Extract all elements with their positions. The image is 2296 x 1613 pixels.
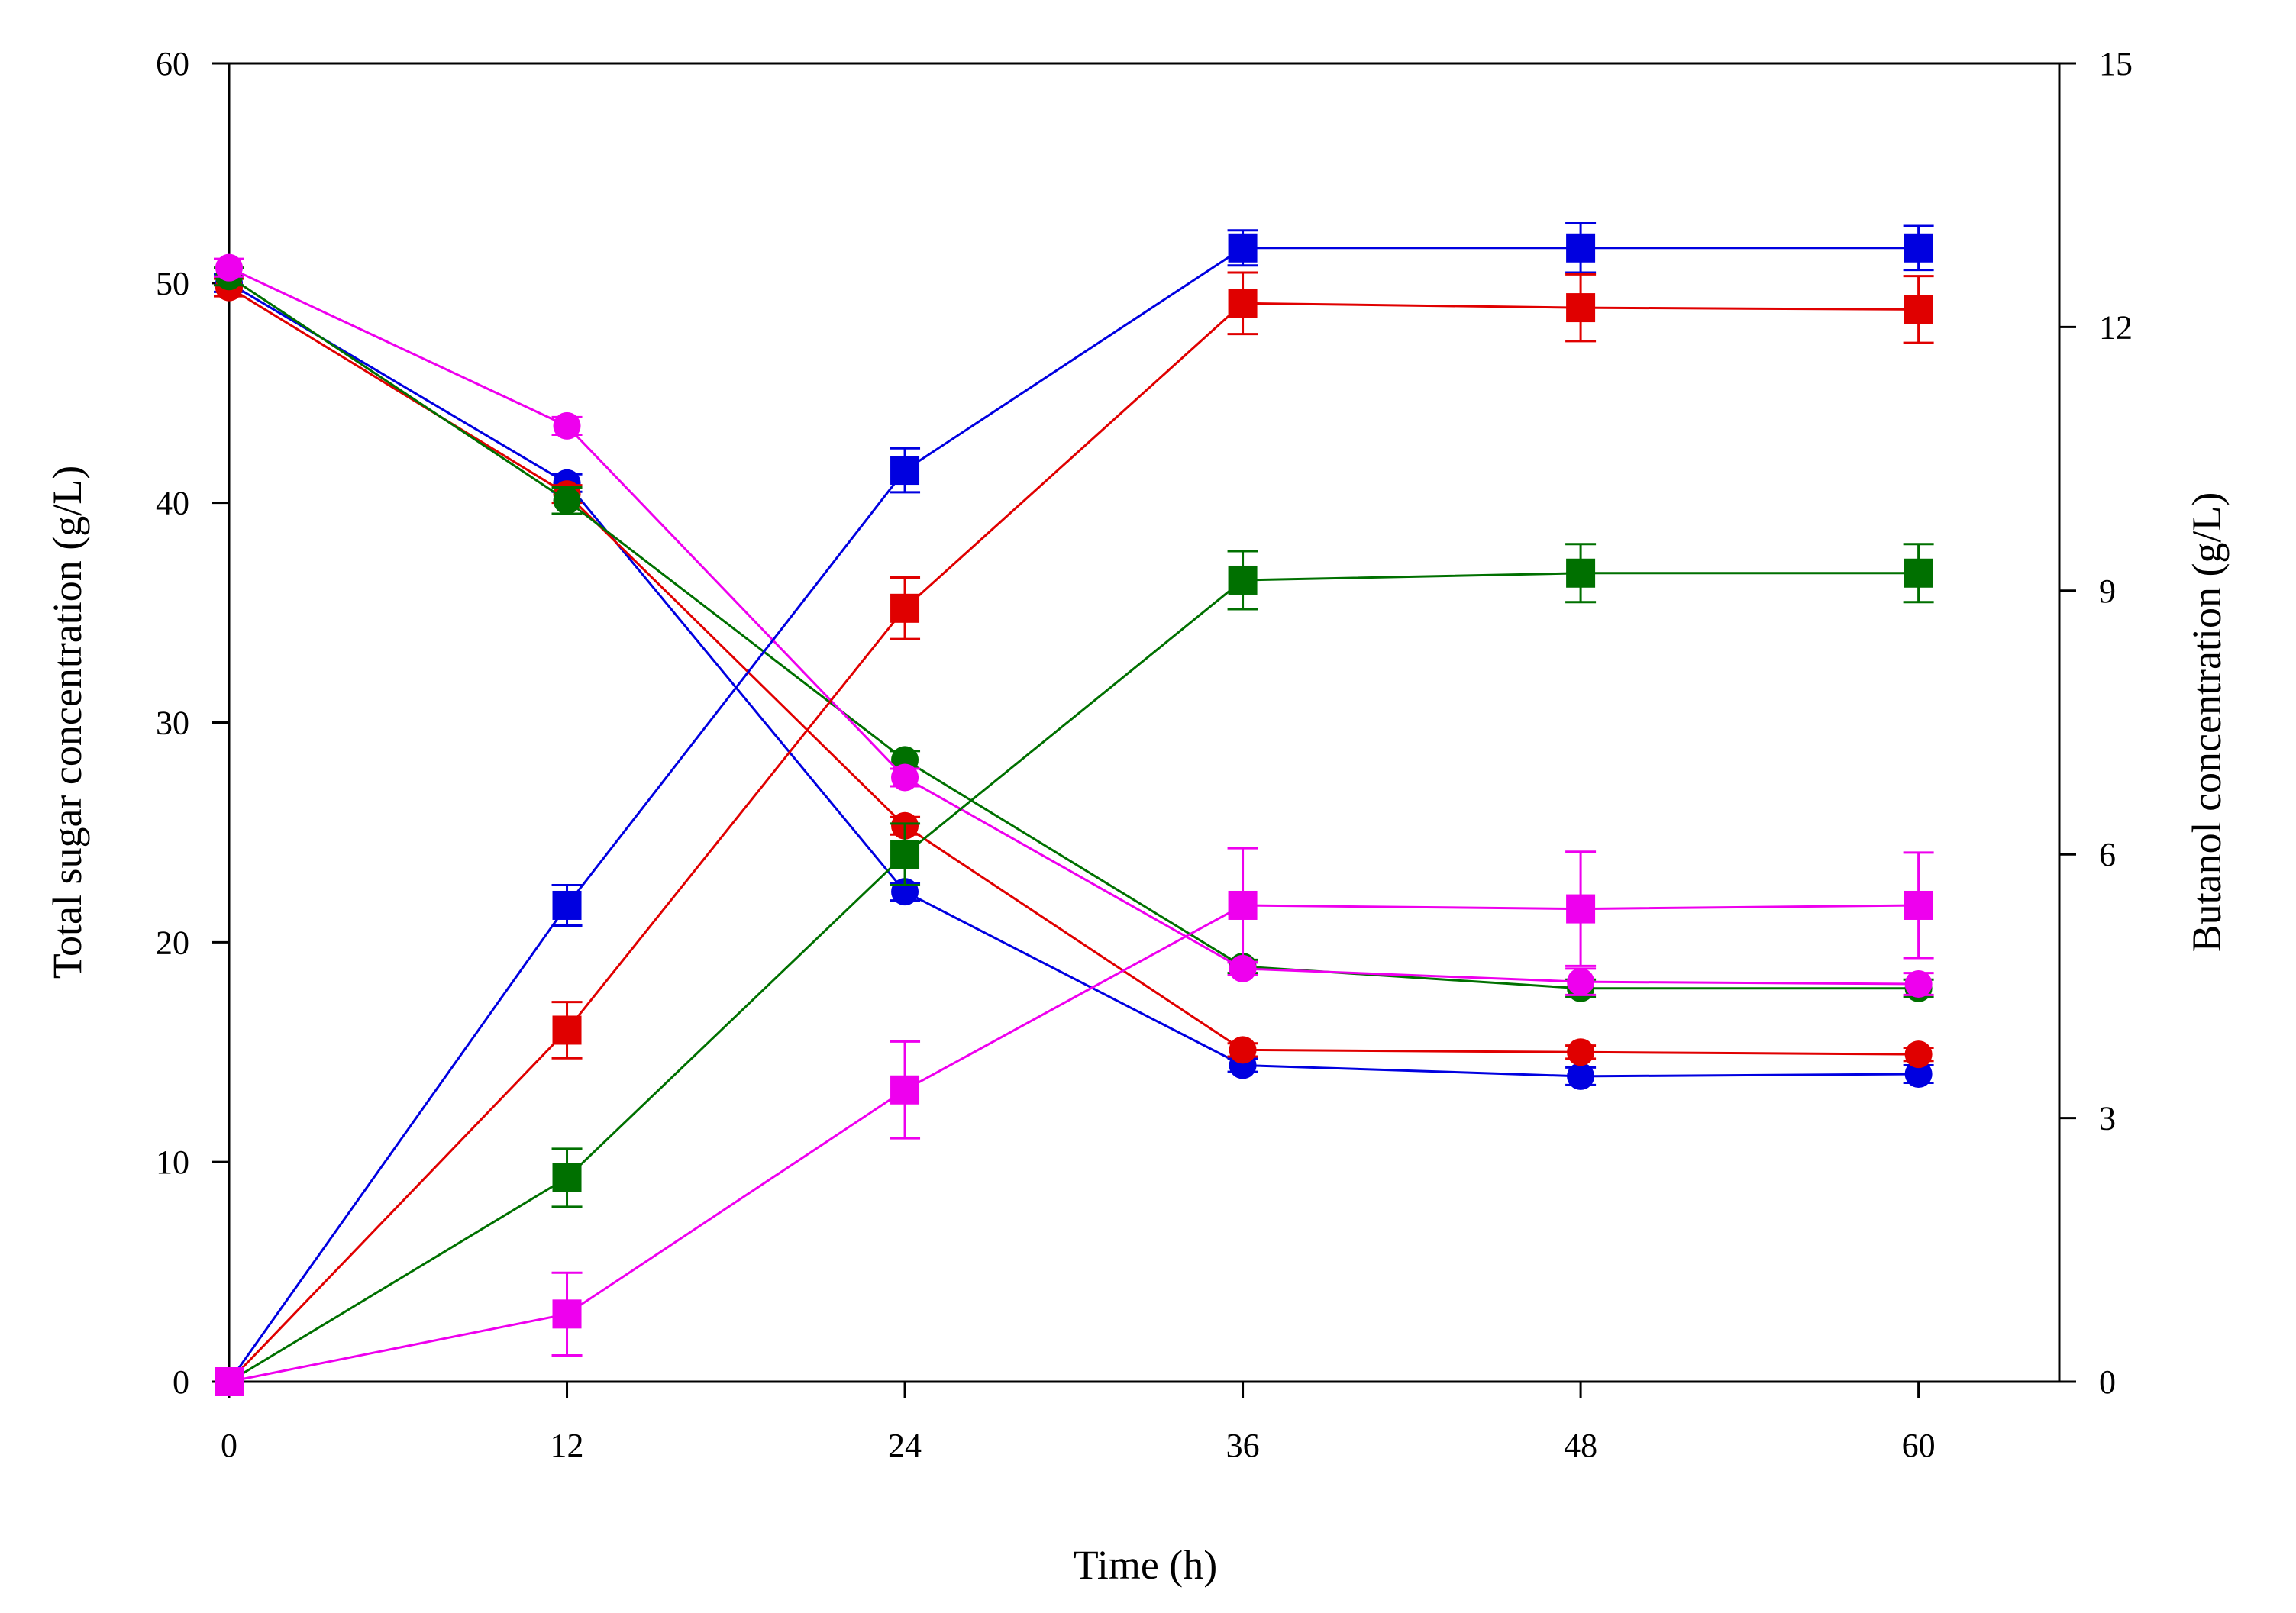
left-tick-label: 0 bbox=[173, 1363, 189, 1401]
right-tick-label: 15 bbox=[2099, 45, 2133, 82]
data-point-circle bbox=[1567, 1038, 1595, 1066]
left-tick-label: 10 bbox=[156, 1144, 189, 1181]
series-6 bbox=[215, 543, 1934, 1396]
data-point-circle bbox=[1904, 970, 1933, 998]
data-point-circle bbox=[215, 253, 243, 282]
x-tick-label: 60 bbox=[1902, 1427, 1936, 1464]
data-point-square bbox=[552, 1015, 582, 1045]
data-point-square bbox=[552, 1163, 582, 1192]
series-5 bbox=[215, 271, 1934, 1396]
data-point-square bbox=[890, 456, 920, 486]
data-point-circle bbox=[891, 763, 919, 792]
plot-frame bbox=[228, 62, 2061, 1383]
data-point-square bbox=[1228, 289, 1258, 318]
series-line bbox=[228, 286, 1919, 1056]
left-tick-label: 50 bbox=[156, 265, 189, 302]
data-point-circle bbox=[553, 411, 581, 440]
x-tick-label: 48 bbox=[1564, 1427, 1597, 1464]
data-point-square bbox=[1904, 558, 1933, 588]
data-point-square bbox=[890, 1075, 920, 1105]
data-point-circle bbox=[1229, 1036, 1257, 1064]
data-point-square bbox=[552, 890, 582, 920]
x-axis-title: Time (h) bbox=[1074, 1542, 1218, 1588]
data-point-square bbox=[1904, 233, 1933, 263]
series-line bbox=[228, 302, 1919, 1383]
data-point-square bbox=[1566, 558, 1596, 588]
right-tick-label: 0 bbox=[2099, 1363, 2116, 1401]
data-point-square bbox=[1228, 233, 1258, 263]
left-tick-label: 60 bbox=[156, 45, 189, 82]
data-point-square bbox=[1904, 890, 1933, 920]
series-line bbox=[228, 572, 1919, 1383]
data-point-circle bbox=[1567, 968, 1595, 996]
series-7 bbox=[215, 847, 1934, 1396]
series-line bbox=[228, 247, 1919, 1382]
data-point-circle bbox=[553, 486, 581, 515]
data-point-circle bbox=[1904, 1040, 1933, 1069]
series-2 bbox=[214, 263, 1934, 1002]
series-line bbox=[228, 282, 1919, 1078]
data-point-square bbox=[1228, 565, 1258, 595]
data-point-square bbox=[1228, 890, 1258, 920]
x-tick-label: 24 bbox=[888, 1427, 922, 1464]
right-tick-label: 6 bbox=[2099, 836, 2116, 873]
left-axis-ticks: 0 10 20 30 40 50 60 bbox=[156, 45, 229, 1401]
x-tick-label: 12 bbox=[551, 1427, 584, 1464]
series-line bbox=[228, 275, 1919, 990]
right-axis-title: Butanol concentration (g/L) bbox=[2184, 492, 2230, 953]
left-tick-label: 30 bbox=[156, 705, 189, 742]
data-point-square bbox=[552, 1299, 582, 1329]
series-layer bbox=[214, 222, 1934, 1396]
data-point-circle bbox=[1567, 1062, 1595, 1090]
data-point-square bbox=[1566, 293, 1596, 323]
right-tick-label: 9 bbox=[2099, 573, 2116, 610]
series-line bbox=[228, 904, 1919, 1383]
data-point-square bbox=[890, 840, 920, 869]
x-tick-label: 36 bbox=[1226, 1427, 1260, 1464]
left-tick-label: 20 bbox=[156, 924, 189, 961]
series-4 bbox=[215, 222, 1934, 1396]
x-axis-ticks: 0 12 24 36 48 60 bbox=[221, 1382, 1936, 1464]
right-axis-ticks: 0 3 6 9 12 15 bbox=[2059, 45, 2133, 1401]
x-tick-label: 0 bbox=[221, 1427, 237, 1464]
data-point-square bbox=[1566, 233, 1596, 263]
data-point-square bbox=[1566, 894, 1596, 924]
series-0 bbox=[214, 269, 1934, 1090]
data-point-square bbox=[215, 1367, 244, 1396]
left-axis-title: Total sugar concentration (g/L) bbox=[44, 466, 90, 979]
series-1 bbox=[214, 273, 1934, 1069]
data-point-square bbox=[1904, 295, 1933, 324]
right-tick-label: 12 bbox=[2099, 308, 2133, 346]
series-3 bbox=[214, 253, 1934, 998]
axes bbox=[228, 62, 2061, 1383]
data-point-circle bbox=[1904, 1060, 1933, 1089]
series-line bbox=[228, 266, 1919, 986]
data-point-square bbox=[890, 593, 920, 623]
left-tick-label: 40 bbox=[156, 485, 189, 522]
right-tick-label: 3 bbox=[2099, 1100, 2116, 1137]
